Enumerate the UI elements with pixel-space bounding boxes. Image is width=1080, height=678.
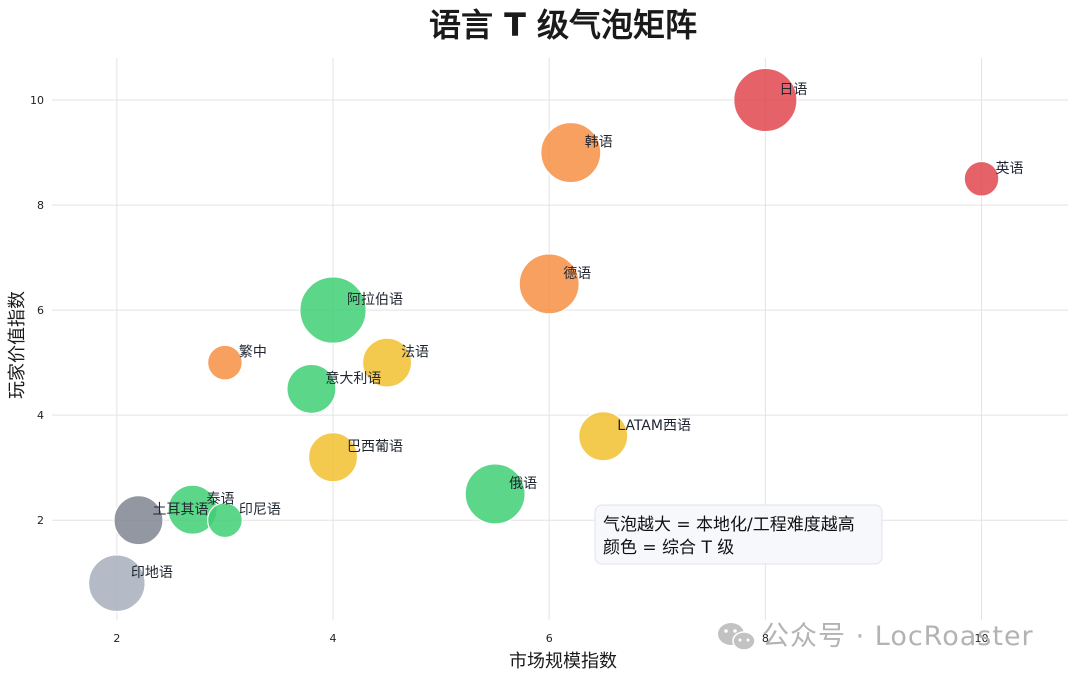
bubble-point — [87, 554, 146, 613]
bubble-label: 韩语 — [585, 135, 613, 151]
x-tick-label: 4 — [330, 632, 337, 645]
x-axis-label: 市场规模指数 — [509, 651, 617, 672]
bubble-series — [87, 67, 1000, 613]
bubble-point — [464, 463, 526, 525]
bubble-point — [307, 432, 359, 483]
annotation-line-1: 气泡越大 = 本地化/工程难度越高 — [603, 515, 855, 535]
bubble-point — [518, 253, 580, 315]
annotation-box: 气泡越大 = 本地化/工程难度越高 颜色 = 综合 T 级 — [594, 504, 883, 565]
bubble-point — [963, 160, 1000, 197]
bubble-label: 德语 — [563, 266, 591, 282]
bubble-label: 泰语 — [207, 492, 235, 508]
bubble-label: 印地语 — [131, 565, 173, 581]
bubble-label: 巴西葡语 — [347, 439, 403, 455]
bubble-point — [207, 502, 243, 539]
wechat-icon — [718, 623, 756, 651]
y-tick-label: 8 — [37, 199, 44, 212]
y-tick-label: 4 — [37, 409, 44, 422]
y-axis-label: 玩家价值指数 — [7, 291, 28, 399]
x-tick-label: 8 — [762, 632, 769, 645]
x-tick-label: 2 — [113, 632, 120, 645]
bubble-label: 意大利语 — [325, 370, 381, 387]
bubble-point — [299, 276, 367, 344]
bubble-label: 印尼语 — [239, 502, 281, 518]
bubble-point — [286, 363, 337, 414]
tick-labels: 2 4 6 8 10 2 4 6 8 10 — [30, 94, 989, 645]
bubble-label: 繁中 — [239, 345, 267, 361]
bubble-point — [207, 344, 243, 381]
bubble-point — [540, 121, 602, 184]
y-tick-label: 6 — [37, 304, 44, 317]
y-tick-label: 2 — [37, 514, 44, 527]
bubble-point — [113, 495, 164, 546]
x-tick-label: 6 — [546, 632, 553, 645]
bubble-label: 阿拉伯语 — [347, 292, 403, 308]
bubble-point — [578, 411, 629, 462]
bubble-label: 法语 — [401, 345, 429, 361]
watermark-text: 公众号 · LocRoaster — [762, 621, 1034, 652]
bubble-point — [361, 337, 413, 388]
y-tick-label: 10 — [30, 94, 44, 107]
annotation-line-2: 颜色 = 综合 T 级 — [603, 538, 734, 558]
bubble-label: 土耳其语 — [152, 502, 208, 518]
x-tick-label: 10 — [975, 632, 989, 645]
watermark: 公众号 · LocRoaster — [718, 621, 1034, 652]
bubble-label: LATAM西语 — [617, 418, 691, 434]
chart-title: 语言 T 级气泡矩阵 — [429, 6, 697, 44]
bubble-label: 英语 — [996, 160, 1024, 177]
bubble-label: 日语 — [779, 82, 807, 98]
bubble-label: 俄语 — [509, 476, 537, 492]
bubble-point — [733, 67, 798, 133]
